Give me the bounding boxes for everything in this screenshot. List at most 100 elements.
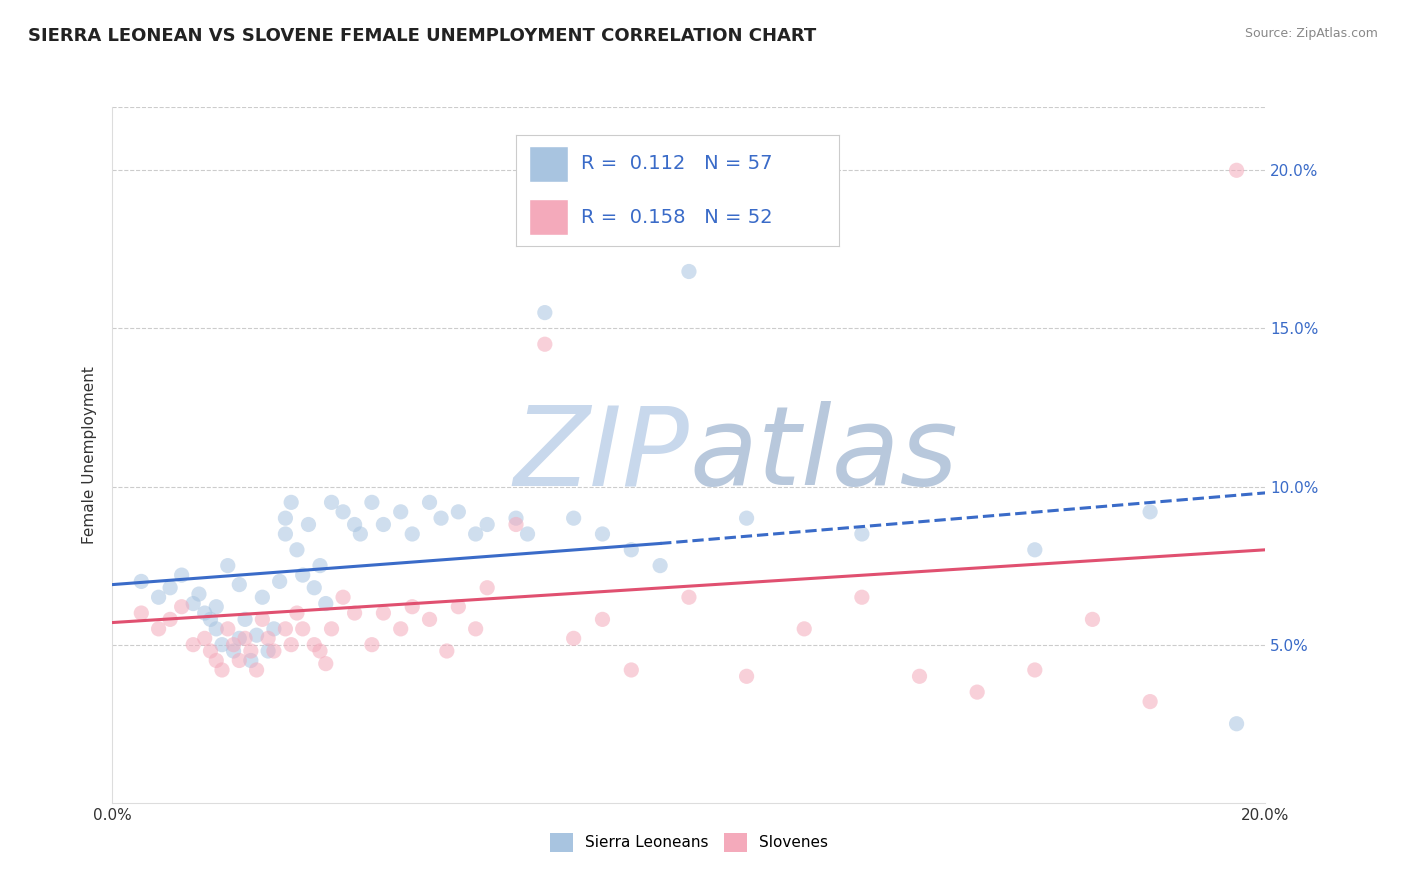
Point <box>148 591 170 605</box>
Legend: Sierra Leoneans, Slovenes: Sierra Leoneans, Slovenes <box>544 827 834 858</box>
Point <box>181 597 204 611</box>
Point <box>1139 695 1161 709</box>
Point <box>274 511 297 525</box>
Text: Source: ZipAtlas.com: Source: ZipAtlas.com <box>1244 27 1378 40</box>
Point <box>321 622 343 636</box>
Point <box>735 511 758 525</box>
Point <box>200 612 222 626</box>
Point <box>129 606 153 620</box>
Point <box>309 644 332 658</box>
Point <box>851 591 873 605</box>
Point <box>360 495 382 509</box>
Point <box>252 612 274 626</box>
Text: atlas: atlas <box>689 401 957 508</box>
Point <box>1081 612 1104 626</box>
Y-axis label: Female Unemployment: Female Unemployment <box>82 366 97 544</box>
Point <box>343 606 366 620</box>
Text: SIERRA LEONEAN VS SLOVENE FEMALE UNEMPLOYMENT CORRELATION CHART: SIERRA LEONEAN VS SLOVENE FEMALE UNEMPLO… <box>28 27 817 45</box>
Point <box>1024 542 1046 557</box>
Point <box>159 581 181 595</box>
Point <box>1226 163 1249 178</box>
Point <box>285 606 308 620</box>
Point <box>650 558 672 573</box>
Point <box>217 558 239 573</box>
Point <box>263 622 285 636</box>
Point <box>315 657 337 671</box>
Point <box>1139 505 1161 519</box>
Point <box>194 606 217 620</box>
Point <box>562 632 585 646</box>
Point <box>735 669 758 683</box>
Point <box>217 622 239 636</box>
Point <box>280 495 302 509</box>
Point <box>246 663 269 677</box>
Point <box>304 638 326 652</box>
Point <box>534 337 557 351</box>
Point <box>211 638 233 652</box>
Point <box>280 638 302 652</box>
Point <box>505 517 527 532</box>
Point <box>129 574 153 589</box>
Point <box>343 517 366 532</box>
Point <box>389 622 412 636</box>
Point <box>239 653 262 667</box>
Point <box>181 638 204 652</box>
Point <box>349 527 371 541</box>
Point <box>304 581 326 595</box>
Point <box>159 612 181 626</box>
Point <box>851 527 873 541</box>
Point <box>315 597 337 611</box>
Point <box>263 644 285 658</box>
Point <box>332 505 354 519</box>
Point <box>419 495 441 509</box>
Point <box>274 622 297 636</box>
Point <box>505 511 527 525</box>
Point <box>285 542 308 557</box>
Point <box>447 599 470 614</box>
Point <box>228 632 250 646</box>
Point <box>592 612 614 626</box>
Point <box>222 644 245 658</box>
Point <box>1226 716 1249 731</box>
Point <box>233 632 256 646</box>
Point <box>1024 663 1046 677</box>
Point <box>620 542 643 557</box>
Point <box>170 599 193 614</box>
Text: ZIP: ZIP <box>513 401 689 508</box>
Point <box>205 622 228 636</box>
Point <box>464 622 486 636</box>
Point <box>188 587 211 601</box>
Point <box>620 663 643 677</box>
Point <box>419 612 441 626</box>
Point <box>148 622 170 636</box>
Point <box>222 638 245 652</box>
Point <box>373 517 395 532</box>
Point <box>291 622 314 636</box>
Point <box>401 599 423 614</box>
Point <box>233 612 256 626</box>
Point <box>360 638 382 652</box>
Point <box>269 574 291 589</box>
Point <box>291 568 314 582</box>
Point <box>200 644 222 658</box>
Point <box>257 632 280 646</box>
Point <box>793 622 815 636</box>
Point <box>194 632 217 646</box>
Point <box>205 653 228 667</box>
Point <box>228 653 250 667</box>
Point <box>966 685 988 699</box>
Point <box>447 505 470 519</box>
Point <box>430 511 453 525</box>
Point <box>274 527 297 541</box>
Point <box>389 505 412 519</box>
Point <box>239 644 262 658</box>
Point <box>436 644 458 658</box>
Point <box>211 663 233 677</box>
Point <box>257 644 280 658</box>
Point <box>475 517 499 532</box>
Point <box>321 495 343 509</box>
Point <box>297 517 319 532</box>
Point <box>170 568 193 582</box>
Point <box>309 558 332 573</box>
Point <box>516 527 538 541</box>
